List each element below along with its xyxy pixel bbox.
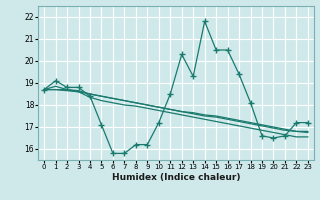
X-axis label: Humidex (Indice chaleur): Humidex (Indice chaleur) — [112, 173, 240, 182]
